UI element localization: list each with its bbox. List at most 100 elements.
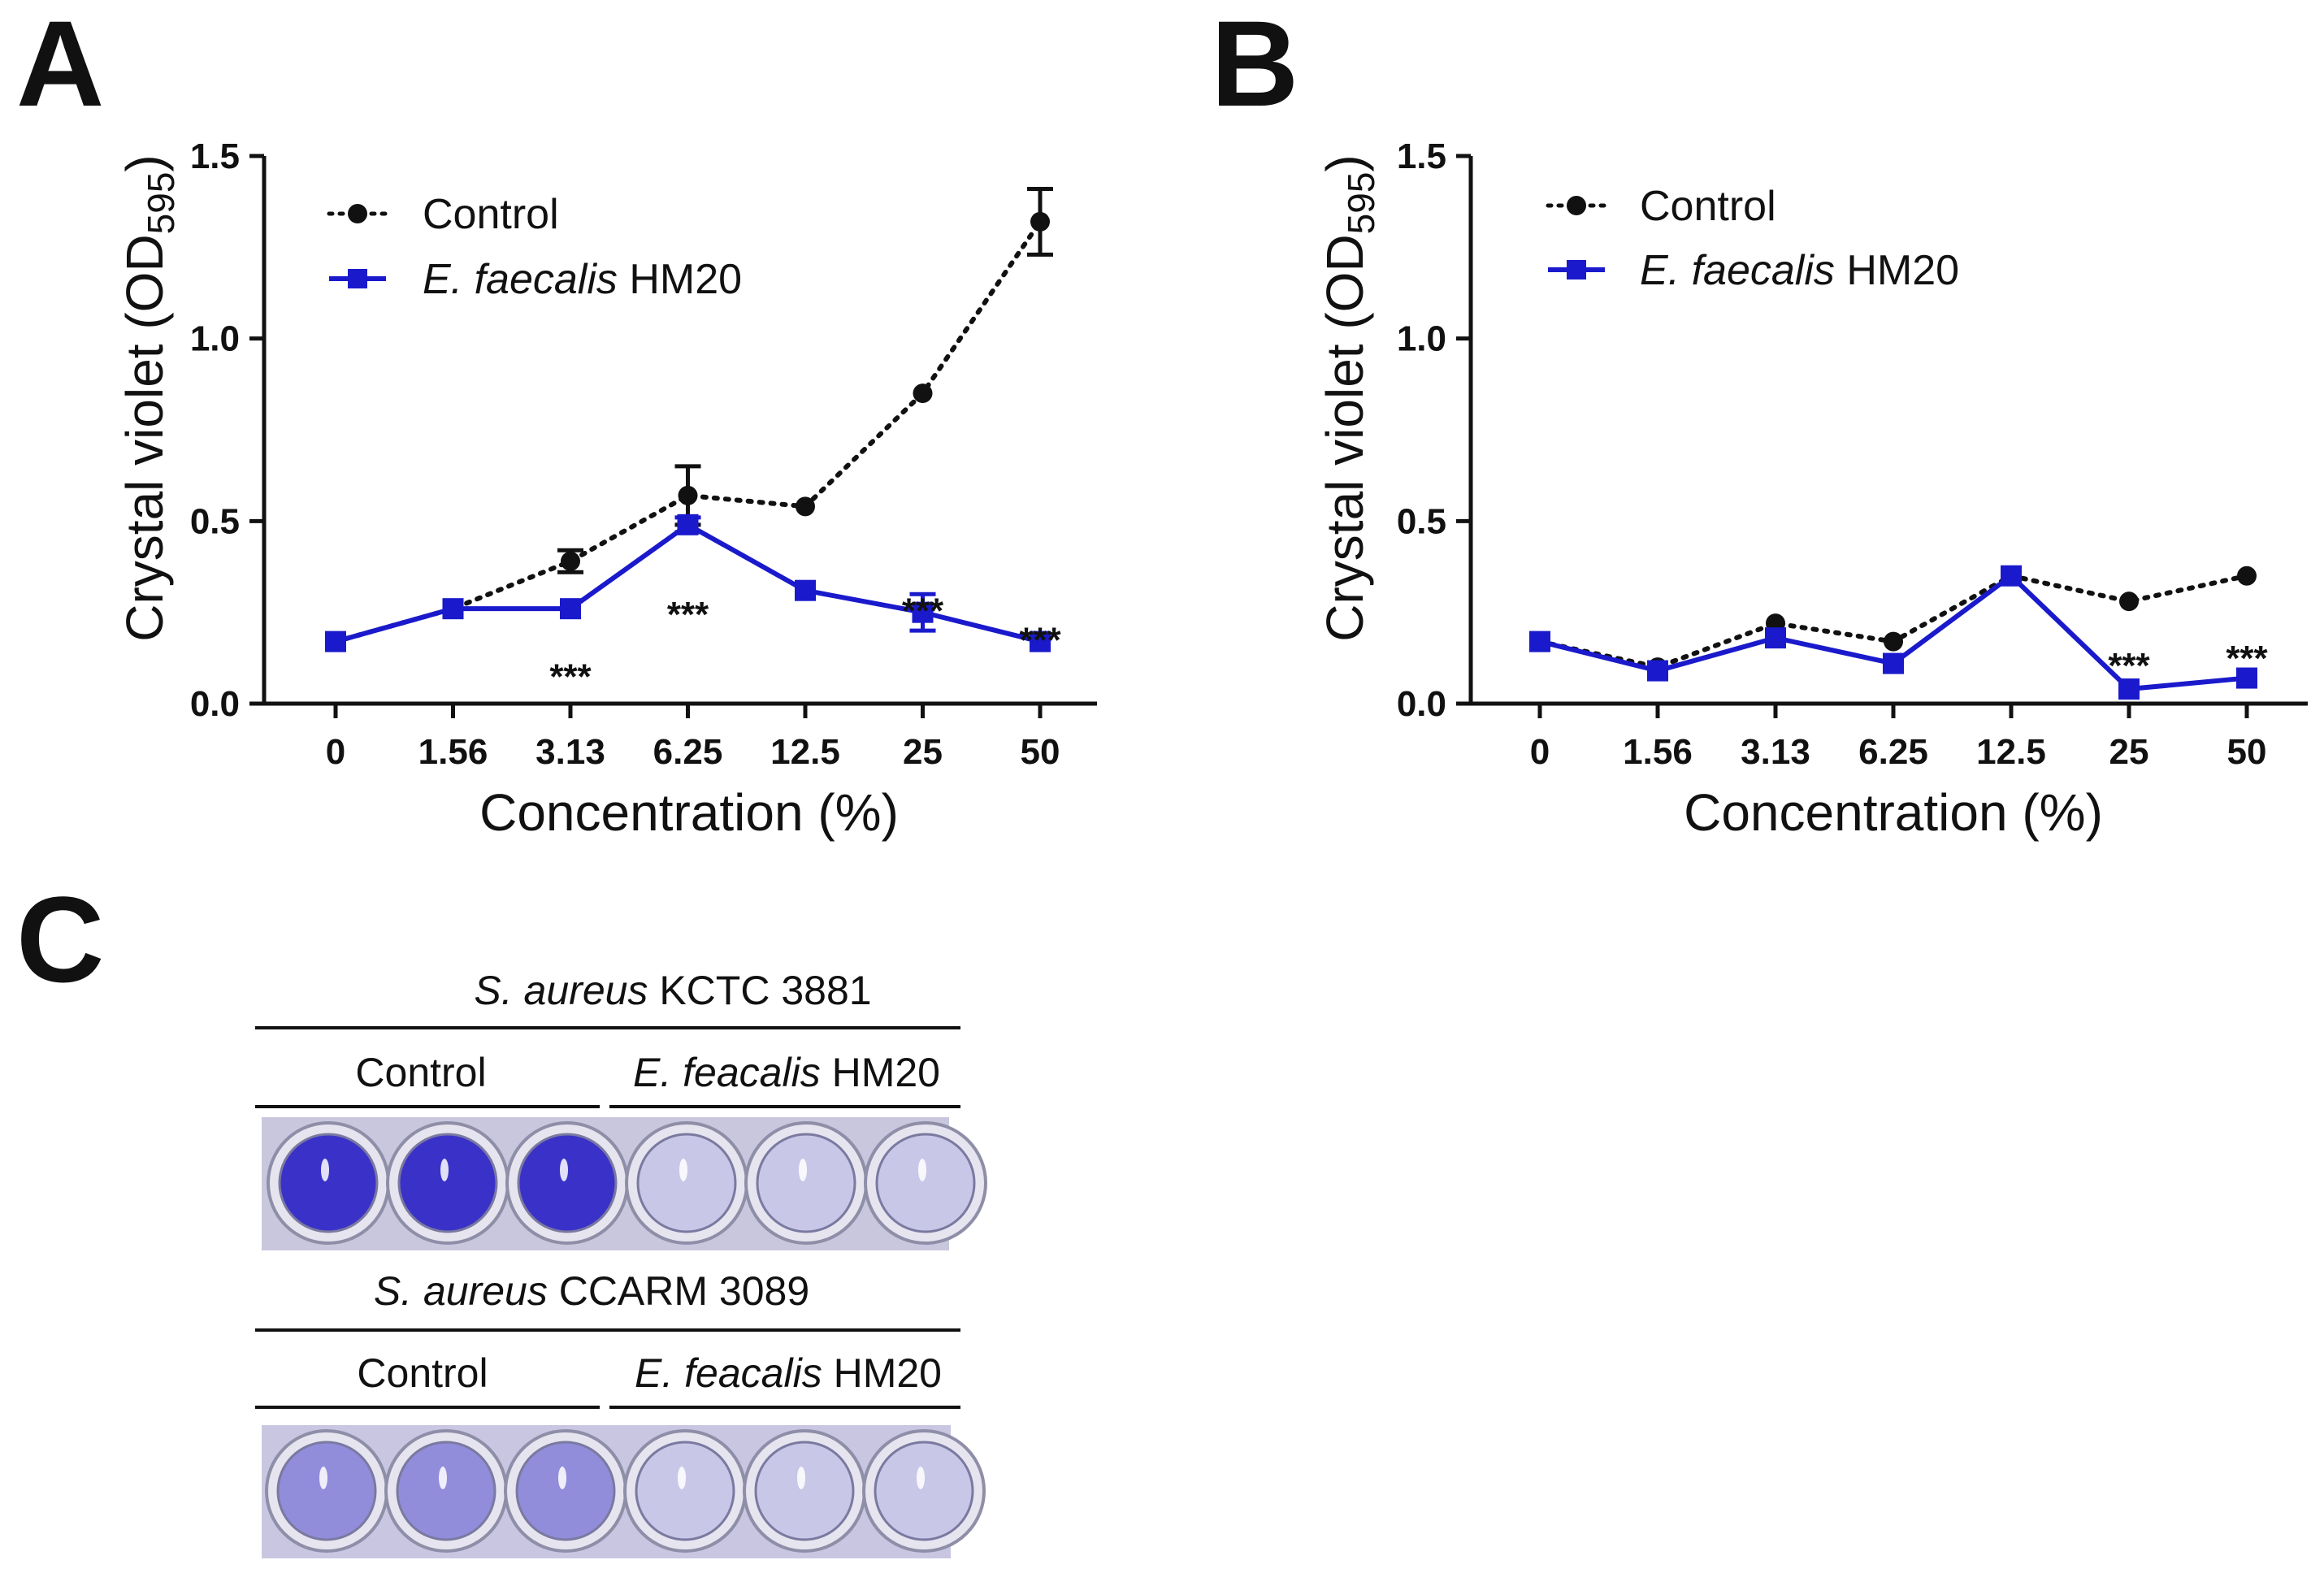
plate2-well bbox=[743, 1429, 866, 1553]
panel-b-legend-treated-marker bbox=[1567, 260, 1586, 280]
plate2-well bbox=[384, 1429, 508, 1553]
panel-b-legend-treated-label: E. faecalis HM20 bbox=[1640, 247, 1959, 294]
panel-b-y-axis-title-sub: 595 bbox=[1340, 172, 1382, 235]
panel-b-legend-control-label: Control bbox=[1640, 183, 1776, 230]
panel-b-control-point bbox=[2237, 566, 2257, 586]
panel-a-treated-point bbox=[442, 598, 464, 620]
panel-b-y-tick-label: 0.0 bbox=[1397, 684, 1446, 724]
panel-b-treated-point bbox=[1883, 652, 1904, 674]
plate1-well bbox=[625, 1121, 748, 1245]
panel-a-x-tick-label: 0 bbox=[326, 732, 345, 772]
panel-b-x-tick-label: 0 bbox=[1530, 732, 1550, 772]
plate2-strain-rest: CCARM 3089 bbox=[548, 1268, 809, 1314]
plate2-well bbox=[862, 1429, 986, 1553]
panel-a-significance-stars: *** bbox=[1019, 621, 1061, 661]
plate2-strain-italic: S. aureus bbox=[374, 1268, 548, 1314]
plate1-well bbox=[386, 1121, 509, 1245]
panel-a-y-tick-label: 1.5 bbox=[190, 136, 240, 176]
plate2-well bbox=[265, 1429, 388, 1553]
panel-a-significance-stars: *** bbox=[902, 592, 944, 631]
panel-b-letter: B bbox=[1211, 0, 1299, 132]
panel-b-legend-control-marker bbox=[1567, 196, 1586, 215]
panel-a-y-tick-label: 0.0 bbox=[190, 684, 240, 724]
plate2-treated-italic: E. feacalis bbox=[635, 1350, 822, 1396]
panel-b-x-tick-label: 50 bbox=[2227, 732, 2267, 772]
panel-a-treated-point bbox=[795, 579, 816, 601]
panel-b-x-tick-label: 1.56 bbox=[1623, 732, 1693, 772]
panel-a-treated-point bbox=[677, 514, 699, 535]
plate1-well bbox=[744, 1121, 868, 1245]
panel-a-x-tick-label: 50 bbox=[1021, 732, 1060, 772]
panel-b-significance-stars: *** bbox=[2226, 639, 2268, 678]
panel-b-control-point bbox=[2119, 592, 2139, 612]
plate2-control-label: Control bbox=[357, 1350, 488, 1396]
plate1-well bbox=[505, 1121, 629, 1245]
panel-b-y-tick-label: 0.5 bbox=[1397, 501, 1446, 541]
panel-a-x-axis-title: Concentration (%) bbox=[479, 783, 899, 842]
panel-b-y-tick-label: 1.5 bbox=[1397, 136, 1446, 176]
panel-b-chart: B Crystal violet (OD595) 0.0 0.5 1.0 1.5 0 1… bbox=[1211, 0, 2308, 842]
panel-b-x-tick-label: 25 bbox=[2109, 732, 2149, 772]
panel-a-y-tick-label: 0.5 bbox=[190, 501, 240, 541]
panel-b-y-axis-title-main: Crystal violet (OD bbox=[1316, 234, 1374, 641]
plate1-treated-rest: HM20 bbox=[821, 1050, 940, 1095]
panel-b-y-tick-label: 1.0 bbox=[1397, 319, 1446, 359]
panel-a-x-tick-label: 1.56 bbox=[418, 732, 488, 772]
plate2-well bbox=[623, 1429, 747, 1553]
panel-b-significance-stars: *** bbox=[2108, 646, 2150, 686]
panel-b-control-point bbox=[1884, 631, 1903, 652]
panel-a-control-point bbox=[796, 496, 815, 517]
panel-b-y-axis-title-close: ) bbox=[1316, 154, 1374, 171]
panel-a-x-tick-label: 6.25 bbox=[653, 732, 723, 772]
plate2-treated-label: E. feacalis HM20 bbox=[635, 1350, 942, 1396]
panel-b-treated-point bbox=[1765, 627, 1786, 649]
panel-a-legend-control-label: Control bbox=[423, 191, 559, 238]
panel-a-legend-control-text: Control bbox=[423, 191, 559, 238]
panel-a-x-tick-label: 3.13 bbox=[535, 732, 605, 772]
panel-a-y-tick-label: 1.0 bbox=[190, 319, 240, 359]
panel-a-significance-stars: *** bbox=[549, 657, 592, 697]
plate2-treated-rest: HM20 bbox=[822, 1350, 942, 1396]
panel-a-control-point bbox=[561, 551, 580, 571]
panel-b-x-axis-title: Concentration (%) bbox=[1684, 783, 2103, 842]
panel-b-treated-point bbox=[2236, 667, 2257, 689]
panel-a-treated-point bbox=[560, 598, 581, 620]
panel-b-treated-point bbox=[1529, 630, 1550, 652]
panel-a-legend-treated-label: E. faecalis HM20 bbox=[423, 256, 742, 303]
panel-b-treated-point bbox=[2118, 678, 2140, 700]
panel-a-chart: A Crystal violet (OD595) 0.0 0.5 1.0 1.5 0 1… bbox=[16, 0, 1097, 842]
panel-a-treated-point bbox=[1030, 630, 1051, 652]
panel-a-x-tick-label: 25 bbox=[903, 732, 943, 772]
panel-a-treated-point bbox=[912, 601, 934, 623]
panel-a-legend: Control E. faecalis HM20 bbox=[327, 191, 742, 303]
panel-a-significance-stars: *** bbox=[667, 595, 709, 635]
panel-a-letter: A bbox=[16, 0, 104, 132]
plate1-well bbox=[267, 1121, 390, 1245]
panel-a-legend-treated-marker bbox=[348, 269, 367, 288]
panel-a-control-point bbox=[1030, 211, 1050, 232]
plate2-strain-label: S. aureus CCARM 3089 bbox=[374, 1268, 809, 1314]
plate2-well bbox=[504, 1429, 627, 1553]
panel-b-treated-point bbox=[1647, 660, 1668, 682]
panel-a-legend-treated-text: HM20 bbox=[618, 256, 742, 303]
plate1-treated-label: E. feacalis HM20 bbox=[633, 1050, 940, 1095]
panel-b-y-axis-title: Crystal violet (OD595) bbox=[1316, 154, 1382, 641]
panel-b-x-tick-label: 12.5 bbox=[1976, 732, 2046, 772]
panel-a-y-axis-title-sub: 595 bbox=[140, 172, 182, 235]
plate1-strain-label: S. aureus KCTC 3881 bbox=[474, 968, 871, 1013]
panel-b-treated-point bbox=[2001, 565, 2022, 587]
panel-a-y-axis-title-main: Crystal violet (OD bbox=[115, 234, 174, 641]
panel-a-control-point bbox=[913, 384, 933, 404]
panel-c-biofilm-plates: C S. aureus KCTC 3881 Control E. feacali… bbox=[16, 871, 987, 1558]
panel-a-x-tick-label: 12.5 bbox=[770, 732, 840, 772]
plate1-control-label: Control bbox=[355, 1050, 486, 1095]
plate1-well bbox=[864, 1121, 987, 1245]
panel-a-control-point bbox=[678, 485, 698, 505]
panel-a-legend-treated-italic: E. faecalis bbox=[423, 256, 618, 303]
plate1-strain-rest: KCTC 3881 bbox=[648, 968, 871, 1013]
panel-a-treated-point bbox=[325, 630, 346, 652]
panel-b-legend: Control E. faecalis HM20 bbox=[1546, 183, 1959, 294]
panel-b-axes bbox=[1468, 156, 2308, 706]
plate1-treated-italic: E. feacalis bbox=[633, 1050, 821, 1095]
